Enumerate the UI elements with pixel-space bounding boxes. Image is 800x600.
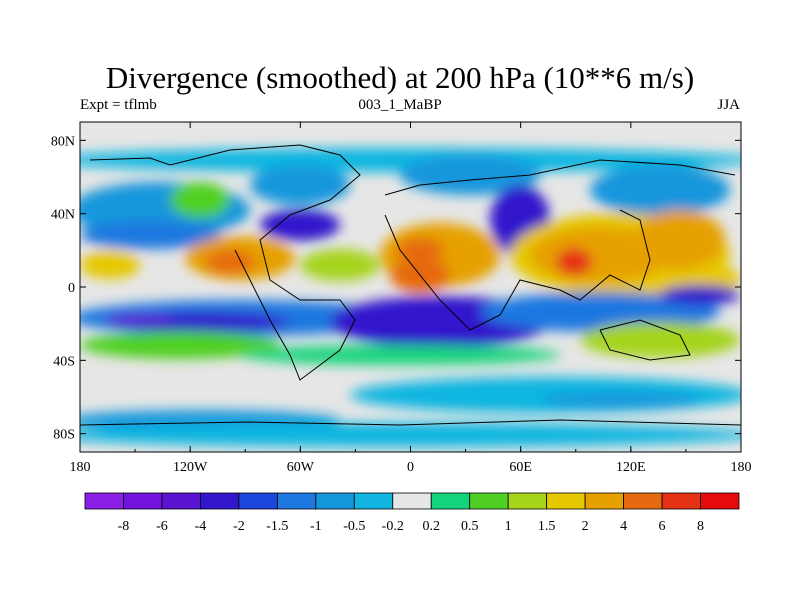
y-tick-label: 40S [53, 354, 75, 369]
y-tick-label: 80S [53, 428, 75, 443]
colorbar-swatch [123, 492, 163, 510]
colorbar-swatch [353, 492, 394, 510]
y-tick-label: 40N [51, 208, 75, 223]
colorbar-swatch [200, 492, 240, 510]
colorbar-label: -8 [118, 519, 130, 534]
map-field [80, 122, 741, 452]
colorbar-swatch [700, 492, 740, 510]
x-tick-label: 60W [287, 460, 315, 475]
x-tick-label: 120W [173, 460, 208, 475]
x-tick-label: 180 [731, 460, 752, 475]
run-label: 003_1_MaBP [358, 97, 442, 113]
colorbar-swatch [161, 492, 201, 510]
colorbar-swatch [430, 492, 471, 510]
divergence-field [80, 148, 741, 447]
colorbar-label: 4 [620, 519, 627, 534]
colorbar-label: 8 [697, 519, 704, 534]
colorbar-label: 6 [659, 519, 666, 534]
axis-ticks: 180 120W 60W 0 60E 120E 180 80N 40N 0 40S 80S [51, 122, 752, 475]
colorbar-label: -2 [233, 519, 245, 534]
colorbar-label: -0.5 [343, 519, 365, 534]
colorbar-label: -1.5 [266, 519, 288, 534]
colorbar-swatch [315, 492, 355, 510]
x-tick-label: 0 [407, 460, 414, 475]
colorbar: -8 -6 -4 -2 -1.5 -1 -0.5 -0.2 0.2 0.5 1 1.5 2 4 6 8 [84, 492, 740, 534]
colorbar-label: 2 [582, 519, 589, 534]
x-tick-label: 60E [509, 460, 532, 475]
colorbar-label: -0.2 [382, 519, 404, 534]
colorbar-swatch [546, 492, 586, 510]
colorbar-label: -6 [156, 519, 168, 534]
colorbar-swatch [238, 492, 278, 510]
y-tick-label: 0 [68, 281, 75, 296]
colorbar-swatch [623, 492, 663, 510]
colorbar-label: 0.5 [461, 519, 479, 534]
colorbar-swatch [392, 492, 432, 510]
colorbar-label: -4 [195, 519, 207, 534]
colorbar-label: 0.2 [422, 519, 440, 534]
colorbar-swatch [469, 492, 509, 510]
colorbar-swatch [661, 492, 701, 510]
coastlines [80, 144, 741, 426]
chart-title: Divergence (smoothed) at 200 hPa (10**6 … [105, 60, 695, 95]
season-label: JJA [717, 97, 740, 113]
experiment-label: Expt = tflmb [80, 97, 157, 113]
colorbar-label: 1.5 [538, 519, 556, 534]
colorbar-label: -1 [310, 519, 322, 534]
colorbar-swatch [276, 492, 317, 510]
x-tick-label: 120E [616, 460, 646, 475]
colorbar-label: 1 [505, 519, 512, 534]
x-tick-label: 180 [70, 460, 91, 475]
colorbar-swatch [84, 492, 124, 510]
colorbar-swatch [507, 492, 548, 510]
y-tick-label: 80N [51, 134, 75, 149]
colorbar-swatch [584, 492, 624, 510]
